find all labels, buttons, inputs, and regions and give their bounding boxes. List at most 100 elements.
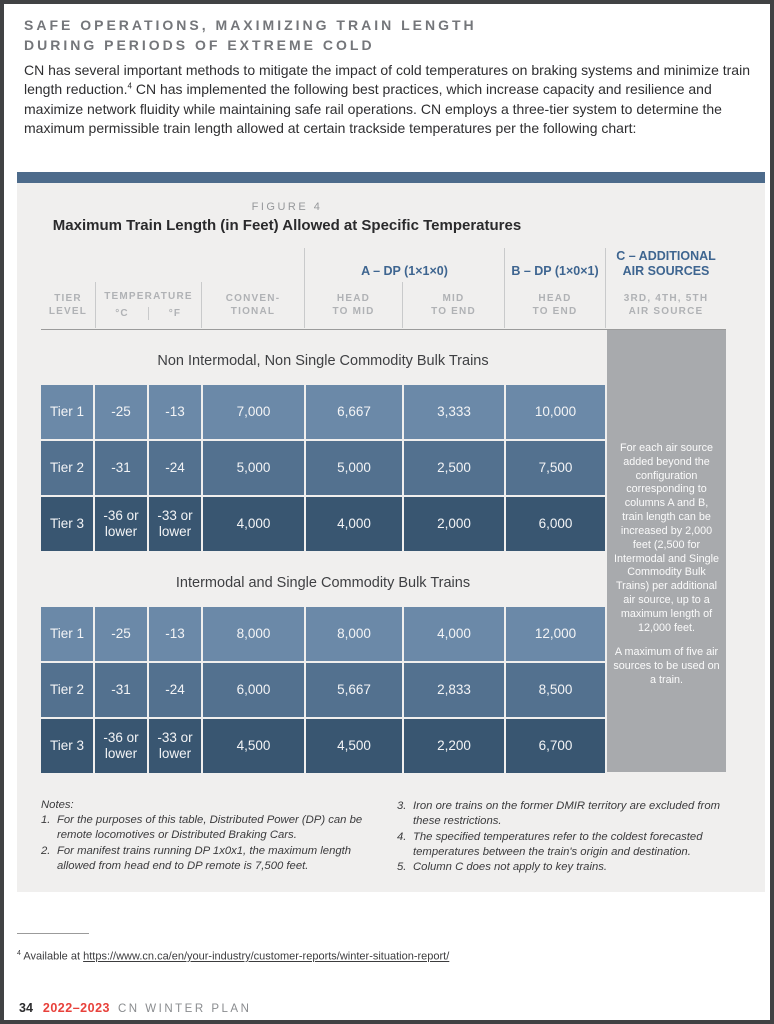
column-group-a: A – DP (1×1×0) — [304, 248, 504, 282]
note-text: Column C does not apply to key trains. — [413, 861, 608, 873]
cell-conventional: 4,000 — [203, 497, 304, 551]
note-number: 1. — [41, 814, 51, 826]
note-text: For the purposes of this table, Distribu… — [57, 814, 363, 842]
header-air-source-line2: AIR SOURCE — [628, 306, 704, 317]
figure-title-block: FIGURE 4 Maximum Train Length (in Feet) … — [17, 201, 557, 234]
cell-conventional: 6,000 — [203, 663, 304, 717]
note-item-4: 4. The specified temperatures refer to t… — [397, 830, 729, 861]
header-head-to-end: HEAD TO END — [504, 282, 605, 328]
cell-tier: Tier 2 — [41, 663, 93, 717]
header-head-to-end-line2: TO END — [532, 306, 578, 317]
footnote-number: 4 — [17, 950, 21, 957]
note-item-2: 2. For manifest trains running DP 1x0x1,… — [41, 844, 386, 875]
cell-tier: Tier 2 — [41, 441, 93, 495]
intro-text-2: CN has implemented the following best pr… — [24, 81, 722, 136]
cell-head-to-mid: 5,000 — [306, 441, 402, 495]
notes-label: Notes: — [41, 799, 74, 811]
table-row: Tier 1 -25 -13 7,000 6,667 3,333 10,000 — [41, 385, 605, 439]
figure-label: FIGURE 4 — [251, 201, 323, 213]
column-header-row: TIER LEVEL TEMPERATURE °C °F CONVEN- TI — [41, 282, 726, 328]
cell-celsius: -25 — [95, 607, 147, 661]
footnote-link[interactable]: https://www.cn.ca/en/your-industry/custo… — [83, 950, 450, 963]
note-item-1: 1. For the purposes of this table, Distr… — [41, 813, 386, 844]
table-row: Tier 3 -36 or lower -33 or lower 4,000 4… — [41, 497, 605, 551]
header-fahrenheit: °F — [168, 307, 182, 319]
header-tier-line2: LEVEL — [48, 306, 88, 317]
table-header: A – DP (1×1×0) B – DP (1×0×1) C – ADDITI… — [41, 248, 726, 330]
intro-text-1: CN has several important methods to miti… — [24, 62, 750, 98]
note-item-5: 5. Column C does not apply to key trains… — [397, 860, 729, 875]
figure-4: FIGURE 4 Maximum Train Length (in Feet) … — [17, 172, 765, 892]
cell-celsius: -31 — [95, 441, 147, 495]
cell-head-to-end: 6,000 — [506, 497, 605, 551]
header-head-to-mid: HEAD TO MID — [304, 282, 402, 328]
page-footer: 34 2022–2023 CN WINTER PLAN — [19, 1001, 251, 1015]
cell-conventional: 8,000 — [203, 607, 304, 661]
cell-head-to-end: 10,000 — [506, 385, 605, 439]
figure-body: FIGURE 4 Maximum Train Length (in Feet) … — [17, 183, 765, 892]
table-non-intermodal: Tier 1 -25 -13 7,000 6,667 3,333 10,000 … — [41, 385, 605, 553]
table-row: Tier 2 -31 -24 5,000 5,000 2,500 7,500 — [41, 441, 605, 495]
cell-tier: Tier 3 — [41, 497, 93, 551]
cell-head-to-mid: 6,667 — [306, 385, 402, 439]
page-title-line2: DURING PERIODS OF EXTREME COLD — [24, 37, 375, 54]
table-intermodal: Tier 1 -25 -13 8,000 8,000 4,000 12,000 … — [41, 607, 605, 775]
page-number: 34 — [19, 1001, 33, 1015]
cell-celsius: -25 — [95, 385, 147, 439]
page-title: SAFE OPERATIONS, MAXIMIZING TRAIN LENGTH… — [24, 15, 477, 56]
header-temperature-units: °C °F — [96, 306, 201, 320]
header-conventional: CONVEN- TIONAL — [201, 282, 304, 328]
column-c-note: For each air source added beyond the con… — [607, 330, 726, 772]
cell-tier: Tier 3 — [41, 719, 93, 773]
cell-mid-to-end: 2,000 — [404, 497, 504, 551]
cell-fahrenheit: -13 — [149, 607, 201, 661]
header-mid-to-end-line1: MID — [442, 292, 465, 304]
column-group-c-line2: AIR SOURCES — [622, 263, 710, 278]
note-number: 5. — [397, 861, 407, 873]
table-row: Tier 2 -31 -24 6,000 5,667 2,833 8,500 — [41, 663, 605, 717]
notes-column-right: 3. Iron ore trains on the former DMIR te… — [397, 799, 729, 875]
note-number: 4. — [397, 830, 407, 843]
cell-fahrenheit: -24 — [149, 441, 201, 495]
cell-conventional: 5,000 — [203, 441, 304, 495]
figure-top-bar — [17, 172, 765, 183]
cell-conventional: 7,000 — [203, 385, 304, 439]
header-head-to-mid-line1: HEAD — [336, 292, 371, 304]
header-celsius: °C — [115, 307, 129, 319]
header-air-source: 3RD, 4TH, 5TH AIR SOURCE — [605, 282, 726, 328]
column-group-c-line1: C – ADDITIONAL — [616, 249, 716, 264]
cell-mid-to-end: 3,333 — [404, 385, 504, 439]
table-row: Tier 1 -25 -13 8,000 8,000 4,000 12,000 — [41, 607, 605, 661]
cell-head-to-end: 12,000 — [506, 607, 605, 661]
note-item-3: 3. Iron ore trains on the former DMIR te… — [397, 799, 729, 830]
cell-celsius: -36 or lower — [95, 497, 147, 551]
cell-head-to-end: 6,700 — [506, 719, 605, 773]
footnote: 4 Available at https://www.cn.ca/en/your… — [17, 950, 449, 963]
note-number: 3. — [397, 800, 407, 812]
footer-document-title: CN WINTER PLAN — [117, 1003, 252, 1015]
cell-mid-to-end: 2,200 — [404, 719, 504, 773]
note-number: 2. — [41, 844, 51, 857]
intro-paragraph: CN has several important methods to miti… — [24, 61, 764, 138]
section-1-title: Non Intermodal, Non Single Commodity Bul… — [157, 353, 489, 369]
cell-mid-to-end: 4,000 — [404, 607, 504, 661]
note-text: The specified temperatures refer to the … — [413, 830, 703, 858]
header-head-to-end-line1: HEAD — [538, 292, 572, 304]
cell-conventional: 4,500 — [203, 719, 304, 773]
notes-column-left: Notes: 1. For the purposes of this table… — [41, 799, 386, 874]
cell-head-to-mid: 4,500 — [306, 719, 402, 773]
header-conventional-line2: TIONAL — [230, 306, 276, 317]
cell-head-to-end: 7,500 — [506, 441, 605, 495]
column-c-paragraph-1: For each air source added beyond the con… — [613, 442, 720, 634]
section-2-title: Intermodal and Single Commodity Bulk Tra… — [175, 575, 471, 591]
column-c-paragraph-2: A maximum of five air sources to be used… — [613, 646, 720, 686]
header-air-source-line1: 3RD, 4TH, 5TH — [623, 292, 709, 304]
header-head-to-mid-line2: TO MID — [332, 306, 375, 317]
cell-fahrenheit: -13 — [149, 385, 201, 439]
cell-head-to-end: 8,500 — [506, 663, 605, 717]
header-temperature: TEMPERATURE °C °F — [95, 282, 201, 328]
cell-head-to-mid: 8,000 — [306, 607, 402, 661]
footer-edition: 2022–2023 — [42, 1001, 110, 1015]
header-mid-to-end: MID TO END — [402, 282, 504, 328]
